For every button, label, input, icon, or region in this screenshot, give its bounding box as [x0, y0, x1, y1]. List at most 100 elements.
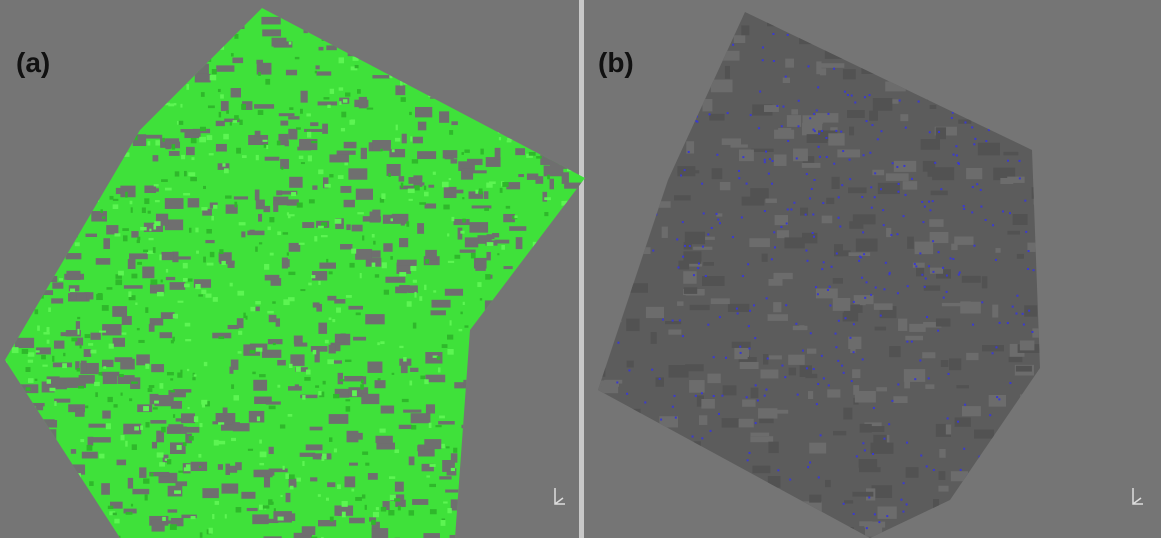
- speckle: [234, 202, 237, 208]
- blue-point: [833, 163, 835, 165]
- speckle: [430, 464, 436, 467]
- gap: [76, 321, 80, 330]
- speckle: [459, 329, 463, 331]
- blue-point: [818, 146, 820, 148]
- speckle: [278, 517, 284, 521]
- speckle: [177, 445, 182, 450]
- speckle: [381, 507, 386, 512]
- blue-point: [716, 213, 718, 215]
- gap: [487, 234, 495, 239]
- speckle: [230, 122, 232, 125]
- blue-point: [999, 322, 1001, 324]
- gap: [461, 169, 473, 180]
- gap: [221, 483, 238, 493]
- blue-point: [921, 274, 923, 276]
- speckle: [296, 367, 301, 372]
- gap: [372, 528, 389, 538]
- blue-point: [1033, 269, 1035, 271]
- speckle: [460, 231, 464, 234]
- patch: [915, 242, 934, 255]
- speckle: [414, 185, 420, 190]
- patch: [808, 391, 813, 399]
- speckle: [161, 427, 166, 433]
- patch: [1007, 177, 1024, 183]
- blue-point: [905, 194, 907, 196]
- gap: [66, 253, 82, 259]
- speckle: [207, 263, 214, 266]
- blue-point: [853, 301, 855, 303]
- gap: [327, 482, 335, 487]
- speckle: [99, 372, 103, 375]
- speckle: [252, 372, 255, 375]
- gap: [288, 129, 297, 140]
- blue-point: [802, 350, 804, 352]
- blue-point: [951, 117, 953, 119]
- speckle: [285, 473, 289, 479]
- speckle: [352, 390, 357, 396]
- speckle: [507, 140, 512, 142]
- patch: [768, 314, 788, 321]
- gap: [445, 156, 454, 159]
- gap: [444, 187, 457, 198]
- gap: [221, 101, 229, 111]
- speckle: [148, 388, 153, 392]
- speckle: [326, 498, 329, 501]
- blue-point: [754, 337, 756, 339]
- speckle: [196, 251, 199, 254]
- speckle: [367, 108, 373, 110]
- patch: [852, 492, 873, 497]
- patch: [906, 467, 919, 478]
- speckle: [128, 291, 131, 297]
- gap: [413, 137, 423, 144]
- speckle: [170, 390, 175, 392]
- gap: [348, 168, 367, 179]
- speckle: [447, 335, 453, 340]
- blue-point: [813, 113, 815, 115]
- gap: [81, 361, 87, 372]
- blue-point: [903, 215, 905, 217]
- speckle: [49, 388, 55, 391]
- speckle: [339, 87, 344, 90]
- speckle: [273, 343, 276, 345]
- speckle: [413, 280, 417, 283]
- gap: [233, 423, 250, 431]
- speckle: [409, 381, 412, 386]
- speckle: [441, 520, 446, 526]
- blue-point: [911, 341, 913, 343]
- gap: [255, 190, 260, 201]
- speckle: [351, 119, 355, 123]
- blue-point: [925, 278, 927, 280]
- speckle: [318, 226, 324, 229]
- blue-point: [823, 377, 825, 379]
- blue-point: [660, 419, 662, 421]
- speckle: [372, 263, 376, 267]
- blue-point: [946, 275, 948, 277]
- speckle: [191, 138, 197, 143]
- blue-point: [781, 125, 783, 127]
- speckle: [25, 367, 30, 372]
- blue-point: [812, 232, 814, 234]
- patch: [833, 431, 846, 435]
- speckle: [70, 289, 75, 292]
- speckle: [224, 134, 229, 137]
- speckle: [412, 159, 418, 163]
- gap: [417, 151, 436, 159]
- speckle: [419, 202, 426, 204]
- patch: [992, 305, 998, 318]
- speckle: [260, 452, 267, 458]
- blue-point: [838, 320, 840, 322]
- speckle: [77, 317, 80, 319]
- gap: [385, 277, 405, 283]
- blue-point: [813, 129, 815, 131]
- speckle: [109, 344, 114, 349]
- blue-point: [628, 369, 630, 371]
- patch: [962, 406, 981, 416]
- speckle: [175, 171, 180, 176]
- gap: [316, 71, 331, 75]
- speckle: [464, 325, 468, 327]
- speckle: [447, 349, 453, 355]
- speckle: [344, 162, 348, 165]
- speckle: [106, 423, 111, 429]
- blue-point: [898, 183, 900, 185]
- gap: [403, 410, 421, 413]
